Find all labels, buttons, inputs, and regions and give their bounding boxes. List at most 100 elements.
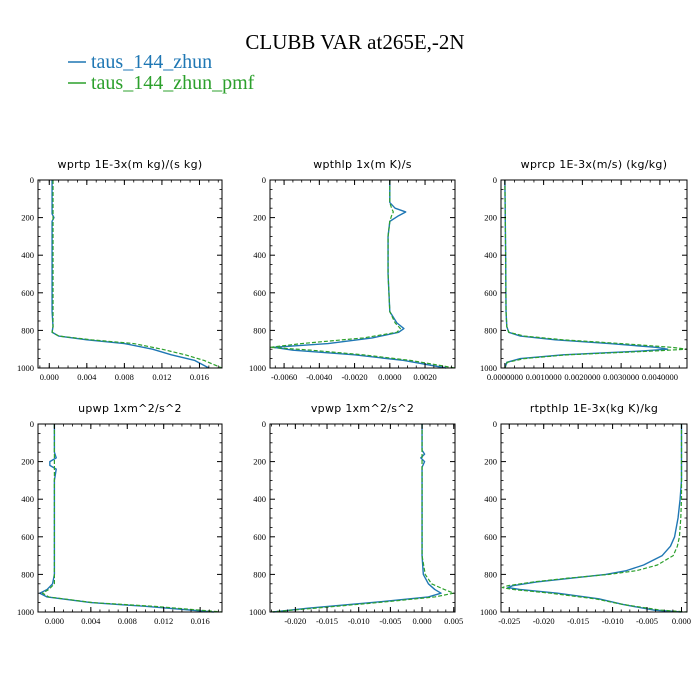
y-tick-label: 0 bbox=[30, 175, 34, 185]
y-tick-label: 800 bbox=[253, 325, 266, 335]
panel-5: vpwp 1xm^2/s^2 -0.020 -0.015 -0.010 -0.005 0.… bbox=[249, 402, 463, 626]
series-line-1 bbox=[504, 179, 669, 369]
y-tick-label: 400 bbox=[21, 494, 34, 504]
y-tick-label: 600 bbox=[484, 532, 497, 542]
x-tick-label: -0.015 bbox=[567, 616, 589, 626]
x-tick-label: 0.016 bbox=[190, 372, 209, 382]
y-tick-label: 400 bbox=[21, 250, 34, 260]
x-tick-label: 0.005 bbox=[444, 616, 463, 626]
figure-title: CLUBB VAR at265E,-2N bbox=[245, 30, 464, 54]
panel-title: wpthlp 1x(m K)/s bbox=[313, 158, 412, 171]
x-tick-label: 0.004 bbox=[81, 616, 101, 626]
x-tick-label: 0.0020 bbox=[413, 372, 436, 382]
y-tick-label: 0 bbox=[262, 175, 266, 185]
x-tick-label: 0.008 bbox=[115, 372, 134, 382]
y-tick-label: 600 bbox=[253, 532, 266, 542]
panels: wprtp 1E-3x(m kg)/(s kg) 0.000 0.004 0.008 0… bbox=[17, 158, 691, 626]
legend-label-2: taus_144_zhun_pmf bbox=[91, 72, 255, 94]
x-tick-label: -0.005 bbox=[379, 616, 401, 626]
series-line-2 bbox=[504, 179, 688, 369]
x-tick-label: 0.004 bbox=[77, 372, 97, 382]
y-tick-label: 600 bbox=[21, 288, 34, 298]
x-tick-label: -0.020 bbox=[533, 616, 555, 626]
x-tick-label: 0.012 bbox=[152, 372, 171, 382]
x-tick-label: 0.000 bbox=[40, 372, 59, 382]
panel-3: wprcp 1E-3x(m/s) (kg/kg) 0.0000000 0.00100… bbox=[480, 158, 688, 382]
y-tick-label: 1000 bbox=[249, 363, 266, 373]
x-tick-label: 0.0000 bbox=[378, 372, 401, 382]
y-tick-label: 800 bbox=[484, 325, 497, 335]
y-tick-label: 200 bbox=[253, 457, 266, 467]
y-tick-label: 200 bbox=[21, 457, 34, 467]
panel-4: upwp 1xm^2/s^2 0.000 0.004 0.008 0.012 0.016 0… bbox=[17, 402, 223, 626]
panel-title: vpwp 1xm^2/s^2 bbox=[311, 402, 414, 415]
x-tick-label: -0.0060 bbox=[271, 372, 297, 382]
y-tick-label: 1000 bbox=[17, 607, 34, 617]
y-tick-label: 400 bbox=[484, 494, 497, 504]
series-line-1 bbox=[273, 424, 442, 613]
x-tick-label: 0.000 bbox=[45, 616, 64, 626]
x-tick-label: -0.005 bbox=[636, 616, 658, 626]
plot-frame bbox=[500, 179, 688, 369]
y-tick-label: 0 bbox=[262, 419, 266, 429]
panel-title: rtpthlp 1E-3x(kg K)/kg bbox=[530, 402, 658, 415]
panel-title: upwp 1xm^2/s^2 bbox=[78, 402, 182, 415]
series-line-1 bbox=[51, 180, 210, 369]
panel-6: rtpthlp 1E-3x(kg K)/kg -0.025 -0.020 -0.015… bbox=[480, 402, 691, 626]
x-tick-label: 0.0020000 bbox=[564, 372, 600, 382]
x-tick-label: -0.010 bbox=[348, 616, 370, 626]
y-tick-label: 1000 bbox=[480, 363, 497, 373]
plot-frame bbox=[269, 423, 456, 613]
x-tick-label: 0.000 bbox=[672, 616, 691, 626]
y-tick-label: 600 bbox=[21, 532, 34, 542]
x-tick-label: 0.0000000 bbox=[487, 372, 523, 382]
x-tick-label: -0.0020 bbox=[341, 372, 367, 382]
x-tick-label: 0.0010000 bbox=[526, 372, 562, 382]
x-tick-label: 0.000 bbox=[412, 616, 431, 626]
series-line-2 bbox=[269, 424, 455, 613]
y-tick-label: 1000 bbox=[480, 607, 497, 617]
y-tick-label: 1000 bbox=[17, 363, 34, 373]
series-line-2 bbox=[269, 180, 456, 369]
y-tick-label: 800 bbox=[21, 569, 34, 579]
y-tick-label: 600 bbox=[484, 288, 497, 298]
series-line-1 bbox=[507, 424, 683, 613]
y-tick-label: 600 bbox=[253, 288, 266, 298]
y-tick-label: 200 bbox=[21, 213, 34, 223]
panel-title: wprcp 1E-3x(m/s) (kg/kg) bbox=[521, 158, 668, 171]
series-line-2 bbox=[41, 424, 223, 613]
x-tick-label: -0.010 bbox=[602, 616, 624, 626]
plot-frame bbox=[37, 179, 223, 369]
x-tick-label: 0.008 bbox=[118, 616, 137, 626]
x-tick-label: 0.012 bbox=[154, 616, 173, 626]
y-tick-label: 200 bbox=[484, 457, 497, 467]
y-tick-label: 800 bbox=[253, 569, 266, 579]
x-tick-label: -0.025 bbox=[498, 616, 520, 626]
y-tick-label: 0 bbox=[30, 419, 34, 429]
panel-1: wprtp 1E-3x(m kg)/(s kg) 0.000 0.004 0.008 0… bbox=[17, 158, 223, 382]
legend: taus_144_zhun taus_144_zhun_pmf bbox=[68, 51, 255, 94]
y-tick-label: 800 bbox=[484, 569, 497, 579]
x-tick-label: -0.015 bbox=[316, 616, 338, 626]
series-line-2 bbox=[501, 424, 688, 613]
panel-2: wpthlp 1x(m K)/s -0.0060 -0.0040 -0.0020 0.0… bbox=[249, 158, 456, 382]
y-tick-label: 0 bbox=[493, 419, 497, 429]
x-tick-label: -0.0040 bbox=[306, 372, 332, 382]
series-line-1 bbox=[272, 180, 447, 369]
y-tick-label: 400 bbox=[253, 250, 266, 260]
y-tick-label: 400 bbox=[484, 250, 497, 260]
y-tick-label: 800 bbox=[21, 325, 34, 335]
y-tick-label: 1000 bbox=[249, 607, 266, 617]
x-tick-label: -0.020 bbox=[284, 616, 306, 626]
series-line-2 bbox=[51, 180, 223, 369]
y-tick-label: 0 bbox=[493, 175, 497, 185]
series-line-1 bbox=[39, 424, 214, 613]
y-tick-label: 200 bbox=[253, 213, 266, 223]
plot-frame bbox=[37, 423, 223, 613]
y-tick-label: 200 bbox=[484, 213, 497, 223]
x-tick-label: 0.0040000 bbox=[642, 372, 678, 382]
y-tick-label: 400 bbox=[253, 494, 266, 504]
x-tick-label: 0.0030000 bbox=[603, 372, 639, 382]
panel-title: wprtp 1E-3x(m kg)/(s kg) bbox=[58, 158, 203, 171]
